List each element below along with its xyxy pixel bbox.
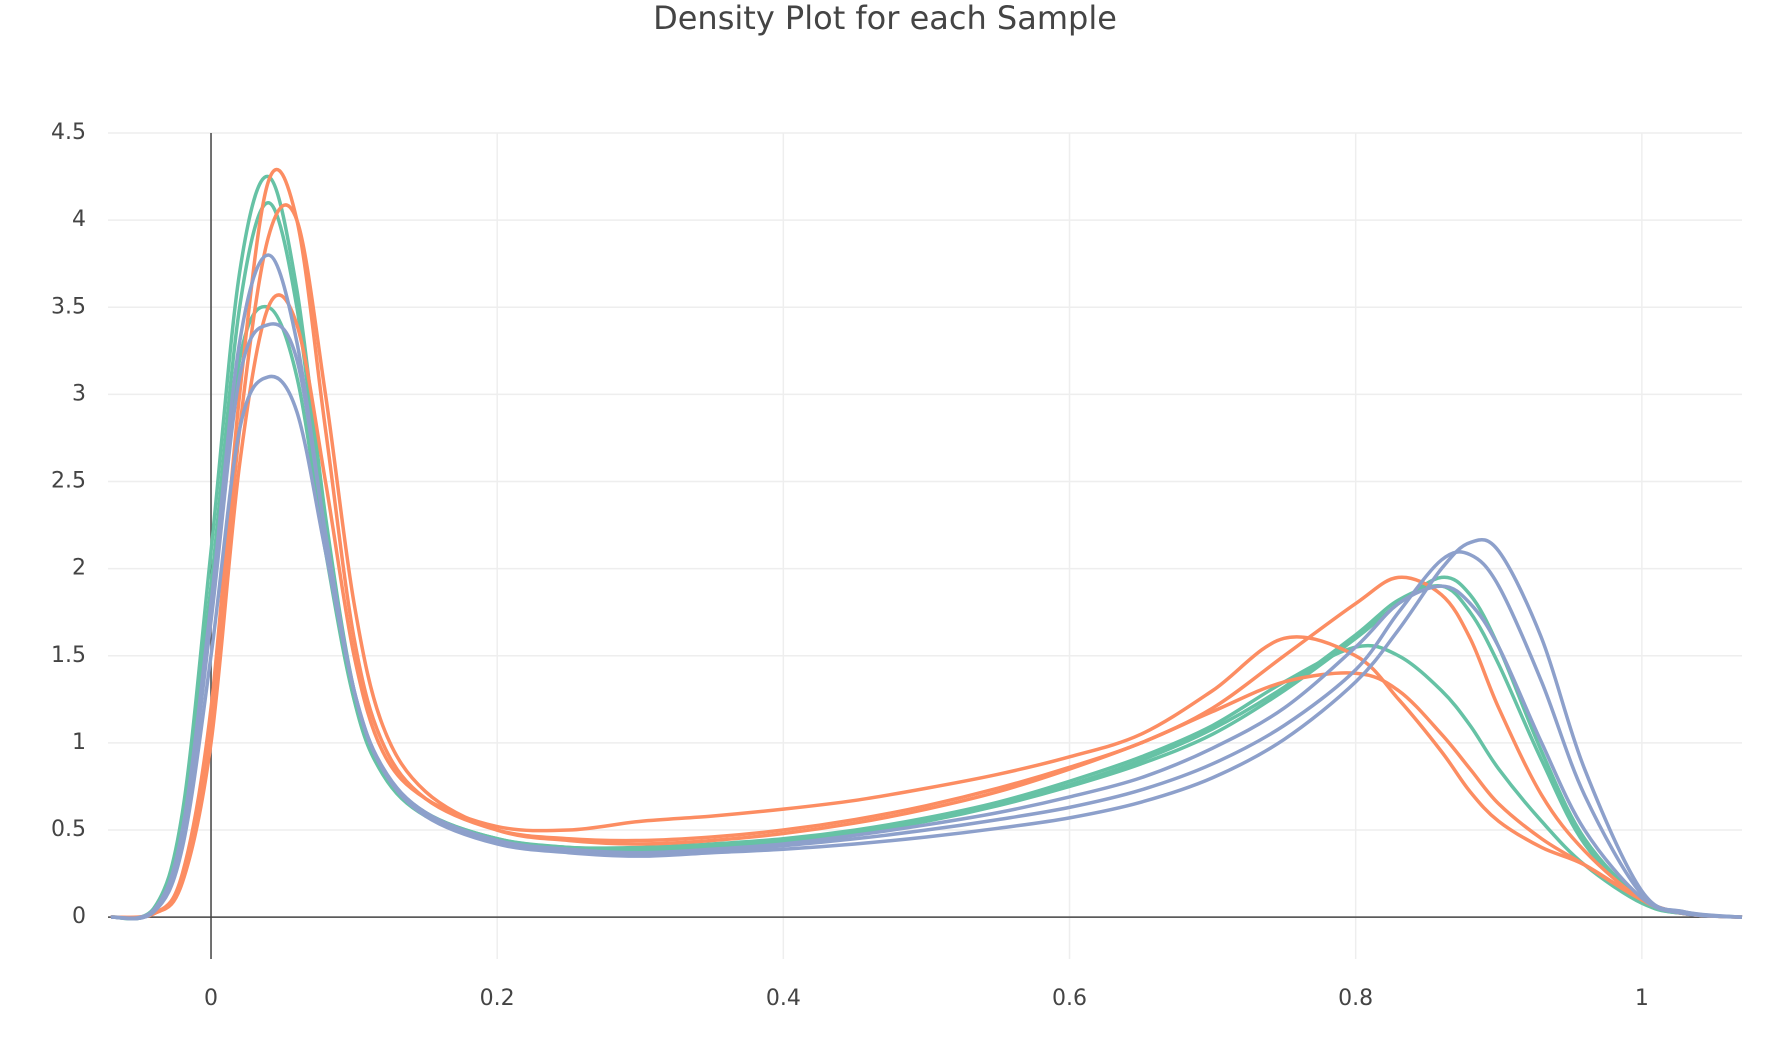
density-line [110, 200, 1743, 921]
y-tick-label: 1.5 [51, 643, 86, 668]
x-tick-label: 0 [204, 986, 218, 1011]
y-tick-label: 3.5 [51, 294, 86, 319]
y-tick-label: 0 [72, 904, 86, 929]
density-line [110, 293, 1743, 920]
y-tick-label: 1 [72, 730, 86, 755]
y-tick-label: 0.5 [51, 817, 86, 842]
x-tick-label: 0.8 [1338, 986, 1373, 1011]
x-tick-label: 1 [1635, 986, 1649, 1011]
x-tick-label: 0.4 [766, 986, 801, 1011]
density-line [110, 167, 1743, 920]
chart-title: Density Plot for each Sample [653, 0, 1117, 37]
density-line [110, 322, 1743, 920]
y-tick-label: 4 [72, 207, 86, 232]
y-tick-label: 3 [72, 381, 86, 406]
density-line [110, 374, 1743, 921]
y-tick-label: 2.5 [51, 469, 86, 494]
x-tick-label: 0.2 [480, 986, 515, 1011]
density-line [110, 203, 1743, 920]
y-tick-label: 4.5 [51, 120, 86, 145]
x-tick-label: 0.6 [1052, 986, 1087, 1011]
y-tick-label: 2 [72, 556, 86, 581]
